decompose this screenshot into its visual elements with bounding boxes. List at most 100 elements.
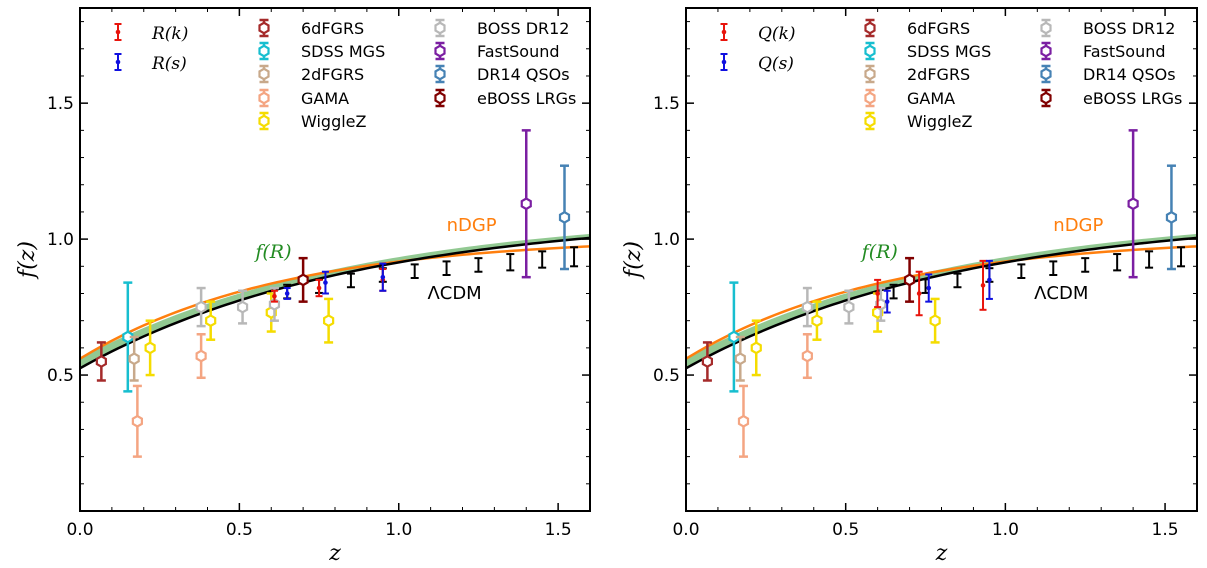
rk-point [875,291,880,296]
rs-point [380,274,386,280]
chart-panel-2: nDGP f(R) ΛCDM 0.0 0.5 1.0 1.5 0.5 1.0 1.5 z f(z) Q(… [621,7,1198,566]
rk-point [980,283,986,288]
rs-point [926,285,932,291]
legend-marker-hex [434,67,446,81]
ndgp-curve [686,245,1197,360]
rk-point [316,285,322,291]
y-tick-label: 0.5 [47,366,74,386]
lcdm-curve [686,236,1197,370]
survey-point [323,314,335,328]
x-tick-label: 1.5 [1152,520,1179,540]
survey-point [236,300,249,314]
rs-point [884,299,890,304]
legend-label: Q(s) [758,54,794,74]
plot-area [686,129,1197,458]
legend-marker-hex [864,67,876,81]
x-tick-label: 0.0 [66,520,93,540]
legend-marker-hex [864,91,876,105]
legend-label: DR14 QSOs [477,65,570,84]
legend-label: BOSS DR12 [1083,19,1175,38]
survey-point [1127,197,1139,211]
survey-point [520,197,532,211]
legend-label: WiggleZ [907,112,973,131]
legend-label: 2dFGRS [301,65,364,84]
survey-point [734,352,746,366]
x-tick-label: 1.5 [545,520,572,540]
rs-point [284,291,290,296]
legend-marker-hex [1040,21,1052,35]
legend-marker-hex [1040,67,1052,81]
legend-marker-point [721,59,727,65]
y-tick-label: 1.5 [653,94,680,114]
legend-label: eBOSS LRGs [1083,89,1182,108]
survey-point [929,314,941,328]
y-axis-label: f(z) [621,241,646,280]
legend-marker-hex [258,21,270,35]
legend-marker-point [721,29,727,35]
legend-label: 6dFGRS [301,19,364,38]
legend-label: FastSound [1083,42,1166,61]
ndgp-label: nDGP [1053,215,1103,236]
survey-point [128,352,140,366]
legend-marker-hex [434,91,446,105]
y-tick-label: 0.5 [653,366,680,386]
survey-point [144,341,156,355]
x-tick-label: 1.0 [992,520,1019,540]
legend-label: SDSS MGS [301,42,385,61]
survey-point [131,414,143,428]
lcdm-label: ΛCDM [427,283,481,304]
legend: R(k) R(s) 6dFGRS SDSS MGS 2dFGRS GAMA WiggleZ B… [114,18,576,131]
legend-label: BOSS DR12 [477,19,569,38]
survey-point [903,273,916,287]
ndgp-curve [80,245,590,360]
rs-point [987,277,992,283]
legend-marker-hex [258,91,270,105]
legend-marker-hex [1040,91,1052,105]
survey-point [205,314,217,328]
legend-marker-hex [864,21,876,35]
legend-marker-hex [258,67,270,81]
x-axis-label: z [935,541,948,566]
rk-point [916,291,922,296]
legend-marker-hex [434,21,446,35]
fR-label: f(R) [860,241,898,263]
rs-point [323,280,328,285]
legend-label: R(s) [151,54,187,74]
y-axis-label: f(z) [15,241,40,280]
lcdm-label: ΛCDM [1034,283,1088,304]
survey-point [195,349,207,363]
legend-marker-hex [864,114,876,128]
legend-label: WiggleZ [301,112,367,131]
survey-point [297,273,309,287]
x-axis-label: z [328,541,341,566]
survey-point [737,414,750,428]
legend-marker-hex [258,44,270,58]
plot-area [80,129,590,458]
legend-marker-point [115,29,121,35]
rk-point [272,293,277,299]
x-tick-label: 0.0 [672,520,699,540]
legend-label: 2dFGRS [907,65,970,84]
x-tick-label: 1.0 [385,520,412,540]
survey-point [801,300,813,314]
y-tick-label: 1.5 [47,94,74,114]
legend-label: GAMA [907,89,955,108]
survey-point [728,330,740,344]
legend-label: GAMA [301,89,349,108]
legend-label: R(k) [151,24,188,44]
legend: Q(k) Q(s) 6dFGRS SDSS MGS 2dFGRS GAMA WiggleZ B… [720,18,1182,131]
survey-point [95,354,107,368]
legend-marker-hex [434,44,446,58]
survey-point [801,349,813,363]
chart-panel-1: nDGP f(R) ΛCDM 0.0 0.5 1.0 1.5 0.5 1.0 1.5 z f(z) R(… [15,7,591,566]
x-tick-label: 0.5 [226,520,253,540]
y-tick-label: 1.0 [653,230,680,250]
legend-label: DR14 QSOs [1083,65,1176,84]
legend-label: 6dFGRS [907,19,970,38]
legend-label: FastSound [477,42,560,61]
survey-point [843,300,855,314]
fR-label: f(R) [253,241,291,263]
legend-marker-hex [258,114,270,128]
survey-point [558,210,571,224]
